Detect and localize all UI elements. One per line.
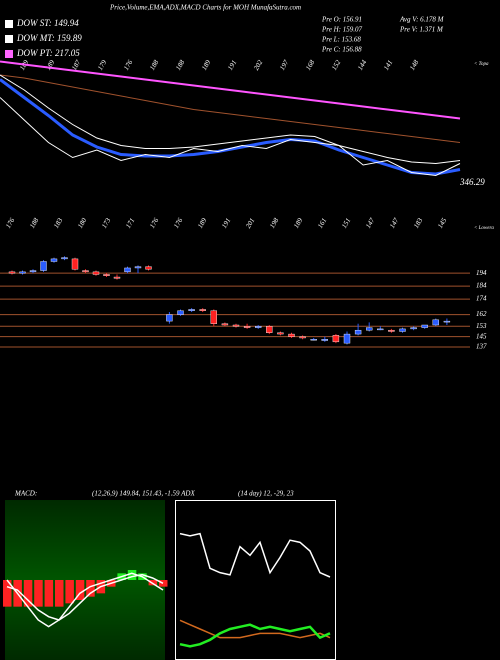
- price-line: [0, 97, 461, 177]
- y-tick-label: 174: [476, 295, 487, 303]
- macd-title: MACD:: [14, 490, 37, 498]
- legend-swatch: [5, 20, 13, 28]
- legend-swatch: [5, 50, 13, 58]
- y-tick-label: 184: [476, 282, 487, 290]
- candle-body: [210, 310, 218, 324]
- candle-body: [366, 327, 373, 331]
- corner-label: < Lowera: [474, 226, 494, 231]
- stat: Pre C: 156.88: [321, 46, 362, 54]
- candle-body: [266, 326, 273, 333]
- candle-body: [421, 324, 428, 328]
- candle-body: [103, 274, 110, 276]
- candle-body: [92, 271, 100, 275]
- macd-bar: [44, 580, 54, 607]
- y-tick-label: 145: [476, 332, 487, 340]
- legend-swatch: [5, 35, 13, 43]
- page-title: Price,Volume,EMA,ADX,MACD Charts for MOH…: [109, 4, 301, 12]
- macd-bar: [55, 580, 64, 607]
- candle-body: [199, 309, 206, 311]
- legend-label: DOW MT: 159.89: [16, 33, 82, 43]
- candle-body: [232, 324, 240, 327]
- candle-body: [124, 267, 131, 273]
- y-tick-label: 162: [476, 310, 487, 318]
- stat: Pre L: 153.68: [321, 36, 361, 44]
- candle-body: [61, 257, 68, 260]
- y-tick-label: 194: [476, 269, 487, 277]
- legend-label: DOW ST: 149.94: [16, 18, 79, 28]
- candle-body: [71, 258, 79, 270]
- candle-body: [113, 276, 121, 279]
- candle-body: [410, 327, 417, 330]
- candle-body: [299, 336, 306, 339]
- candle-body: [354, 329, 362, 335]
- macd-bar: [86, 580, 95, 597]
- macd-params: (12,26,9) 149.84, 151.43, -1.59 ADX: [92, 490, 195, 498]
- macd-bar: [159, 580, 168, 587]
- y-tick-label: 137: [476, 343, 487, 351]
- candle-body: [221, 323, 229, 326]
- candle-body: [321, 339, 328, 341]
- legend-label: DOW PT: 217.05: [16, 48, 80, 58]
- candle-body: [145, 266, 152, 270]
- macd-bar: [23, 580, 33, 607]
- candle-body: [377, 328, 384, 331]
- candle-body: [288, 333, 295, 337]
- price-line: [0, 74, 461, 165]
- candle-body: [388, 329, 395, 332]
- last-label: 346.29: [459, 177, 485, 187]
- candle-body: [82, 270, 89, 273]
- adx-line: [179, 532, 331, 578]
- stat: Pre V: 1.371 M: [399, 26, 444, 34]
- candle-body: [332, 335, 340, 343]
- candle-body: [399, 328, 406, 332]
- macd-bar: [34, 580, 43, 607]
- candle-body: [277, 332, 284, 335]
- macd-bar: [3, 580, 12, 607]
- stat: Avg V: 6.178 M: [399, 16, 445, 24]
- price-line: [0, 74, 461, 143]
- macd-bar: [75, 580, 85, 600]
- adx-line: [179, 623, 331, 648]
- stat: Pre H: 159.07: [321, 26, 362, 34]
- macd-bar: [127, 570, 137, 580]
- candle-body: [432, 319, 439, 326]
- candle-body: [443, 320, 451, 323]
- macd-bar: [65, 580, 74, 604]
- macd-line: [6, 573, 164, 621]
- adx-line: [179, 619, 331, 639]
- candle-body: [29, 270, 37, 273]
- candle-body: [134, 266, 142, 269]
- corner-label: < Topa: [474, 62, 489, 67]
- stat: Pre O: 156.91: [321, 16, 362, 24]
- candle-body: [243, 326, 251, 328]
- candle-body: [343, 333, 351, 344]
- candle-body: [40, 261, 47, 271]
- candle-body: [166, 314, 173, 322]
- adx-params: (14 day) 12, -29, 23: [238, 490, 294, 498]
- candle-body: [188, 309, 195, 311]
- candle-body: [19, 271, 26, 274]
- candle-body: [177, 310, 184, 315]
- candle-body: [310, 339, 317, 341]
- candle-body: [8, 271, 16, 274]
- y-tick-label: 153: [476, 322, 487, 330]
- candle-body: [50, 258, 58, 262]
- price-line: [0, 60, 461, 120]
- price-line: [0, 78, 461, 176]
- candle-body: [254, 326, 262, 328]
